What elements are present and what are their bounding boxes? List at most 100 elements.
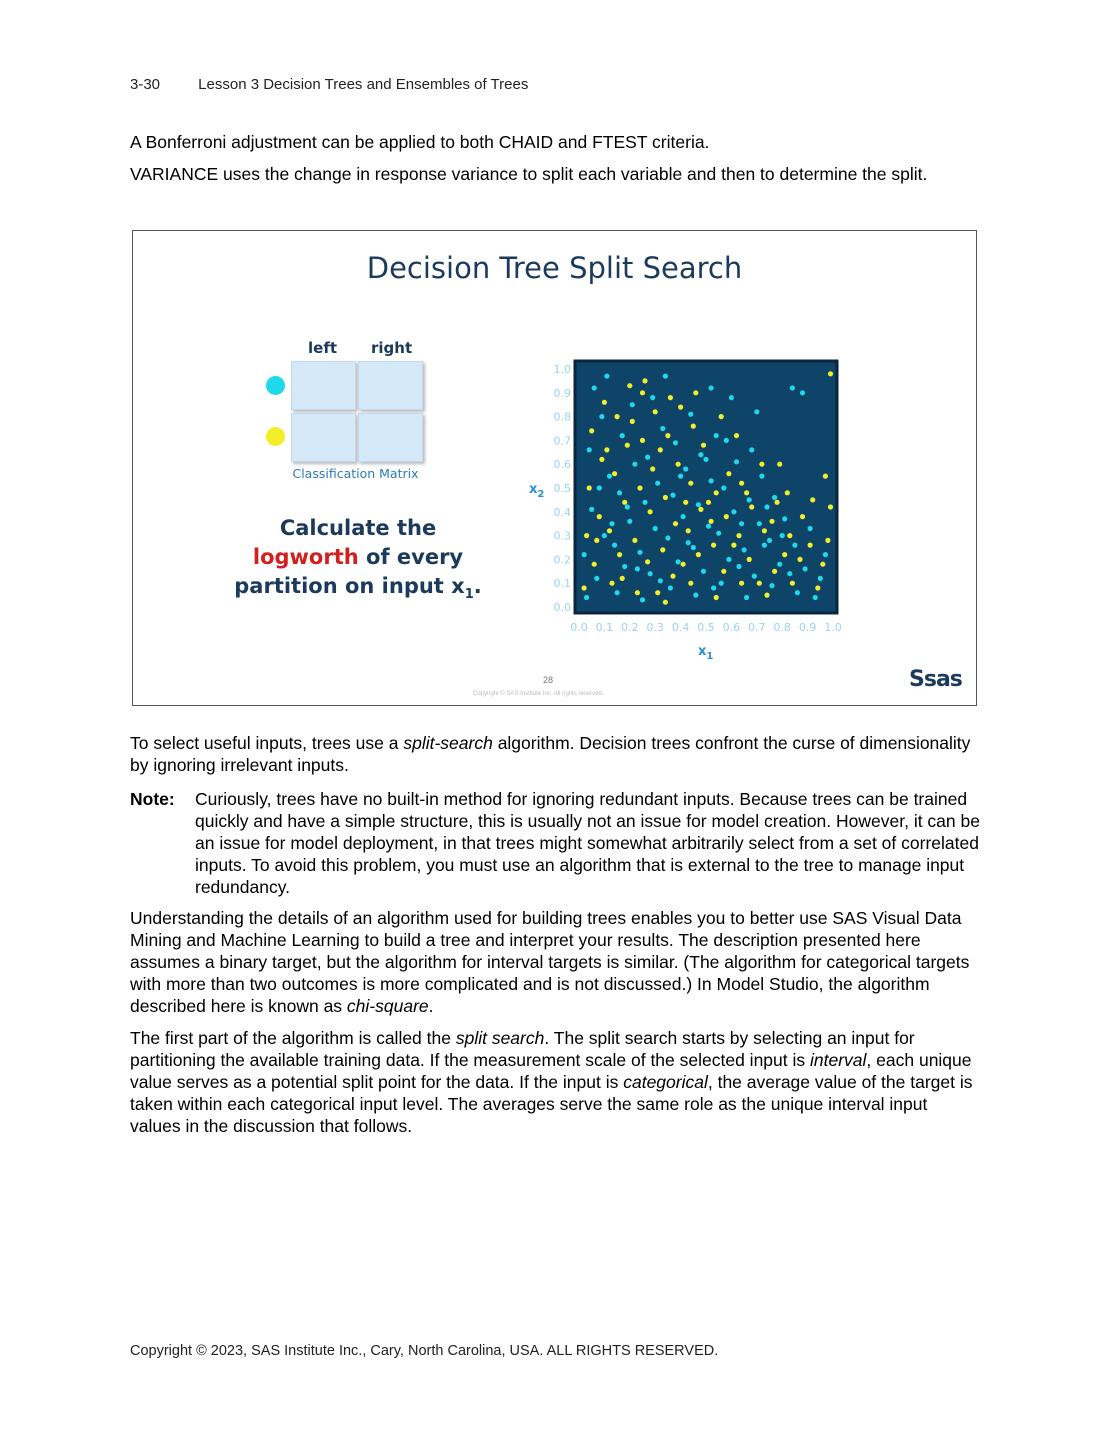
calc-line-3-text: partition on input x	[234, 574, 465, 598]
yellow-point	[622, 499, 628, 505]
y-tick-label: 0.1	[554, 577, 572, 590]
yellow-point	[612, 471, 618, 477]
cyan-point	[596, 485, 602, 491]
cyan-point	[766, 537, 773, 543]
yellow-point	[675, 461, 681, 467]
cyan-point	[802, 566, 808, 572]
cyan-point	[612, 542, 618, 548]
cyan-point	[637, 549, 643, 555]
yellow-point	[647, 509, 653, 515]
x-tick-label: 0.2	[621, 621, 639, 634]
yellow-point	[678, 404, 684, 410]
cyan-point	[678, 473, 684, 479]
yellow-point	[733, 433, 740, 439]
cyan-point	[708, 385, 714, 391]
cyan-point	[751, 573, 757, 579]
cyan-point	[731, 509, 737, 515]
yellow-point	[637, 485, 643, 491]
yellow-point	[596, 514, 602, 520]
matrix-cell	[291, 413, 356, 462]
y-tick-label: 0.6	[554, 458, 572, 471]
yellow-point	[774, 499, 780, 505]
cyan-point	[812, 594, 818, 601]
calc-line-3: partition on input x1.	[228, 572, 488, 609]
yellow-point	[680, 561, 686, 567]
matrix-cell	[358, 361, 423, 410]
cyan-point	[718, 580, 724, 586]
cyan-point	[591, 385, 597, 391]
cyan-point	[675, 559, 681, 565]
yellow-point	[810, 497, 816, 503]
cyan-point	[754, 409, 760, 415]
yellow-class-dot	[266, 427, 285, 446]
cyan-point	[739, 521, 745, 527]
yellow-point	[617, 552, 623, 558]
paragraph-algorithm-details: Understanding the details of an algorith…	[130, 907, 980, 1017]
slide-title: Decision Tree Split Search	[366, 251, 743, 285]
yellow-point	[787, 533, 793, 539]
cyan-point	[769, 583, 775, 589]
matrix-col-right: right	[371, 339, 413, 357]
cyan-point	[756, 521, 762, 527]
cyan-point	[782, 516, 788, 522]
cyan-point	[736, 563, 742, 570]
yellow-point	[827, 504, 834, 510]
matrix-cell	[358, 413, 423, 462]
plot-area	[573, 359, 839, 615]
cyan-point	[789, 385, 795, 391]
cyan-point	[629, 402, 635, 408]
cyan-point	[614, 590, 620, 596]
scatter-plot: 0.0 0.1 0.2 0.3 0.4 0.5 0.6 0.7 0.8 0.9 1.0 0.0 0.1 0…	[529, 359, 842, 662]
cyan-point	[799, 390, 806, 396]
cyan-point	[584, 594, 590, 601]
cyan-point	[662, 373, 668, 379]
cyan-point	[683, 466, 689, 472]
yellow-point	[629, 418, 635, 424]
x-tick-label: 0.5	[697, 621, 715, 634]
yellow-point	[657, 447, 663, 453]
cyan-point	[746, 497, 752, 503]
yellow-point	[713, 490, 719, 496]
note-block: Note: Curiously, trees have no built-in …	[130, 788, 980, 898]
x-tick-label: 0.0	[570, 621, 588, 634]
yellow-point	[695, 552, 701, 558]
yellow-point	[624, 442, 630, 448]
yellow-point	[614, 414, 620, 420]
x-tick-label: 0.3	[646, 621, 664, 634]
x-tick-label: 0.1	[596, 621, 614, 634]
cyan-point	[622, 563, 628, 570]
cyan-point	[779, 533, 785, 539]
cyan-point	[777, 561, 783, 567]
cyan-point	[606, 473, 613, 479]
cyan-point	[647, 571, 653, 577]
emphasis-interval: interval	[810, 1050, 867, 1070]
text-run: , the average value of the target is tak…	[130, 1072, 973, 1136]
yellow-point	[789, 580, 795, 586]
cyan-point	[787, 571, 793, 577]
slide-figure: Decision Tree Split Search left right Cl…	[132, 230, 977, 706]
yellow-point	[764, 592, 770, 598]
yellow-point	[650, 466, 656, 472]
yellow-point	[711, 542, 717, 548]
cyan-point	[744, 594, 750, 601]
yellow-point	[820, 561, 826, 567]
yellow-point	[797, 556, 803, 562]
cyan-point	[601, 533, 607, 539]
yellow-point	[772, 568, 778, 574]
cyan-point	[645, 454, 651, 460]
cyan-point	[624, 504, 630, 510]
cyan-point	[672, 440, 679, 446]
cyan-point	[698, 452, 704, 458]
slide-number: 28	[543, 675, 554, 685]
yellow-point	[642, 378, 648, 384]
x-tick-label: 0.8	[773, 621, 791, 634]
yellow-point	[749, 504, 755, 510]
cyan-point	[660, 425, 666, 432]
cyan-point	[617, 490, 623, 496]
yellow-point	[639, 437, 646, 443]
yellow-point	[705, 499, 712, 505]
cyan-class-dot	[266, 376, 285, 395]
yellow-point	[827, 371, 834, 377]
yellow-point	[723, 514, 729, 520]
text-run: The first part of the algorithm is calle…	[130, 1028, 456, 1048]
